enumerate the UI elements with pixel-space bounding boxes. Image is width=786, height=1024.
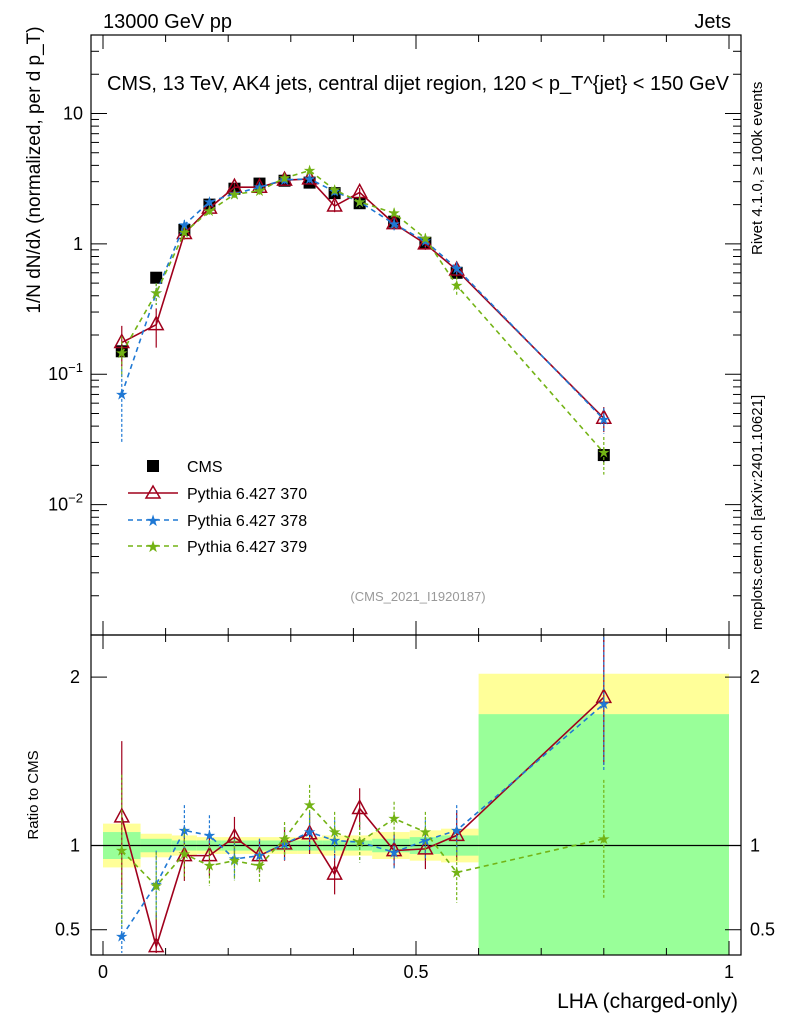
ratio-axis-label: Ratio to CMS [25, 750, 42, 839]
ratio-point: ★ [178, 846, 191, 863]
series-pythia-6.427-379: ★ ★ ★ ★ ★ ★ ★ ★ ★ ★ ★ ★ ★ ★ ★ ★ ★ ★ ★ ★ ★ ★ ★ ★ ★ ★ ★ ★ [115, 163, 611, 927]
ratio-point: ★ [253, 858, 266, 875]
series-point: ★ [387, 205, 400, 222]
ratio-point [326, 864, 343, 880]
ratio-point: ★ [228, 851, 241, 868]
ratio-point: ★ [203, 858, 216, 875]
series-line [121, 178, 605, 421]
series-point: ★ [328, 182, 341, 199]
series-point: ★ [597, 445, 610, 462]
ratio-point: ★ [115, 843, 128, 860]
series-line [121, 178, 605, 419]
series-line [121, 169, 605, 454]
series-point: ★ [115, 345, 128, 362]
ratio-point: ★ [203, 827, 216, 844]
ratio-point: ★ [450, 822, 463, 839]
series-point: ★ [228, 186, 241, 203]
series-point: ★ [178, 217, 191, 234]
series-point: ★ [115, 386, 128, 403]
series-point: ★ [419, 230, 432, 247]
legend-cms-marker [147, 460, 159, 472]
ratio-point: ★ [387, 844, 400, 861]
ratio-point: ★ [303, 824, 316, 841]
energy-label: 13000 GeV pp [103, 11, 232, 33]
series-point [448, 260, 465, 276]
series-point: ★ [303, 163, 316, 180]
legend-marker-379: ★ [146, 539, 160, 556]
analysis-id: (CMS_2021_I1920187) [350, 589, 485, 604]
ratio-point: ★ [419, 824, 432, 841]
series-point: ★ [149, 285, 162, 302]
ratio-tick-label-right: 2 [750, 667, 760, 687]
series-layer: ★★★★★★★★★★★★★★★★★★★★★★★★★★★★★★★★★★★★★★★★… [113, 163, 613, 953]
cms-data-point [150, 271, 163, 284]
series-point: ★ [597, 411, 610, 428]
x-tick-label: 0.5 [403, 962, 428, 982]
series-point: ★ [203, 203, 216, 220]
series-point [326, 196, 343, 212]
ratio-tick-label: 1 [70, 836, 80, 856]
ratio-point: ★ [597, 696, 610, 713]
ratio-point: ★ [149, 878, 162, 895]
series-point: ★ [253, 183, 266, 200]
ratio-tick-label: 2 [70, 667, 80, 687]
rivet-version-label: Rivet 4.1.0, ≥ 100k events [749, 82, 766, 255]
ratio-point [417, 839, 434, 855]
series-point: ★ [450, 260, 463, 277]
x-tick-label: 1 [724, 962, 734, 982]
ratio-point: ★ [353, 834, 366, 851]
ratio-point: ★ [278, 831, 291, 848]
ratio-point: ★ [228, 853, 241, 870]
series-point: ★ [450, 277, 463, 294]
series-point [276, 170, 293, 186]
legend: CMS Pythia 6.427 370 ★ Pythia 6.427 378 … [128, 459, 307, 556]
y-tick-label: 1 [73, 234, 83, 254]
legend-marker-370 [144, 484, 162, 499]
ratio-line [121, 803, 604, 888]
series-point: ★ [353, 194, 366, 211]
mcplots-label: mcplots.cern.ch [arXiv:2401.10621] [749, 395, 766, 630]
x-axis-label: LHA (charged-only) [557, 990, 738, 1013]
x-tick-label: 0 [98, 962, 108, 982]
ratio-point: ★ [303, 797, 316, 814]
series-point: ★ [278, 170, 291, 187]
legend-entry: Pythia 6.427 379 [187, 539, 307, 556]
legend-entry: Pythia 6.427 370 [187, 486, 307, 503]
series-point: ★ [303, 171, 316, 188]
y-tick-label: 10 [63, 103, 83, 123]
ratio-tick-label: 0.5 [55, 920, 80, 940]
ratio-point: ★ [419, 832, 432, 849]
y-tick-label: 10−1 [48, 360, 83, 384]
ratio-point: ★ [328, 832, 341, 849]
ratio-tick-label-right: 1 [750, 836, 760, 856]
y-tick-label: 10−2 [48, 491, 83, 515]
series-point: ★ [419, 233, 432, 250]
axis-ticks [91, 34, 741, 955]
category-label: Jets [694, 11, 731, 33]
ratio-point: ★ [597, 831, 610, 848]
ratio-tick-label-right: 0.5 [750, 920, 775, 940]
series-point [417, 234, 434, 250]
series-point: ★ [178, 225, 191, 242]
ratio-line [121, 703, 605, 937]
ratio-point [147, 936, 165, 953]
ratio-uncertainty-bands [103, 673, 729, 955]
legend-entry: Pythia 6.427 378 [187, 513, 307, 530]
legend-entry: CMS [187, 459, 223, 476]
y-axis-label: 1/N dN/dλ (normalized, per d p_T) [24, 26, 45, 313]
ratio-point: ★ [387, 811, 400, 828]
ratio-point: ★ [115, 928, 128, 945]
cms-data-point [597, 449, 610, 462]
chart-title: CMS, 13 TeV, AK4 jets, central dijet reg… [107, 73, 730, 95]
ratio-point: ★ [328, 824, 341, 841]
ratio-point: ★ [450, 864, 463, 881]
series-point: ★ [203, 194, 216, 211]
series-point: ★ [387, 216, 400, 233]
series-point [147, 315, 165, 331]
legend-marker-378: ★ [146, 513, 160, 530]
series-point [301, 169, 318, 185]
ratio-point [351, 798, 368, 815]
